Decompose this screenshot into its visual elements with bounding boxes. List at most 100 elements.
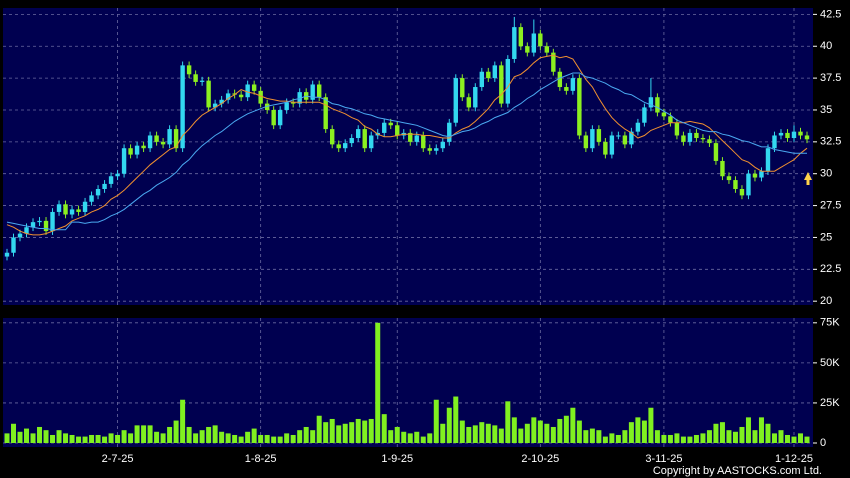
- volume-bar: [635, 417, 641, 443]
- candle-body: [759, 171, 764, 178]
- candle-body: [323, 97, 328, 130]
- candle-body: [330, 129, 335, 145]
- volume-bar: [544, 423, 550, 443]
- candle-body: [648, 97, 654, 108]
- volume-bar: [11, 423, 17, 443]
- volume-bar: [537, 420, 543, 443]
- candle-body: [4, 252, 10, 257]
- candle-body: [746, 173, 751, 196]
- volume-bar: [245, 431, 251, 443]
- volume-bar: [427, 433, 433, 443]
- y-tick-label: 20: [820, 295, 832, 307]
- volume-bar: [362, 420, 368, 443]
- candle-body: [271, 109, 276, 126]
- volume-bar: [758, 417, 764, 443]
- volume-bar: [505, 401, 511, 443]
- volume-bar: [76, 436, 82, 443]
- candle-body: [596, 129, 602, 142]
- candle-body: [141, 145, 146, 149]
- candle-body: [713, 143, 719, 161]
- volume-bar: [596, 430, 602, 443]
- volume-bar: [414, 431, 420, 443]
- volume-bar: [381, 414, 387, 443]
- volume-bar: [394, 426, 400, 443]
- candle-body: [661, 112, 667, 117]
- candle-body: [557, 71, 563, 88]
- candle-body: [427, 148, 432, 151]
- candle-body: [785, 132, 790, 139]
- volume-bar: [765, 423, 771, 443]
- volume-bar: [557, 418, 563, 443]
- volume-bar: [674, 433, 680, 443]
- candle-body: [765, 148, 771, 172]
- candle-body: [180, 65, 185, 149]
- volume-bar: [82, 436, 88, 443]
- candle-body: [173, 129, 179, 149]
- volume-bar: [511, 417, 517, 443]
- volume-bar: [518, 428, 524, 443]
- volume-bar: [388, 430, 394, 443]
- candle-body: [316, 84, 322, 98]
- candle-body: [466, 97, 471, 108]
- candle-body: [642, 107, 647, 123]
- candle-body: [297, 92, 302, 104]
- volume-bar: [687, 436, 693, 443]
- y-tick-label: 27.5: [820, 199, 841, 211]
- y-tick-label: 75K: [820, 317, 840, 329]
- volume-bar: [115, 434, 121, 443]
- volume-bar: [667, 434, 673, 443]
- candle-body: [544, 46, 550, 53]
- volume-bar: [264, 434, 270, 443]
- candle-body: [694, 132, 699, 139]
- volume-bar: [563, 415, 569, 443]
- candle-body: [700, 138, 706, 140]
- candle-body: [447, 122, 452, 142]
- volume-bar: [752, 430, 758, 443]
- volume-bar: [726, 430, 732, 443]
- candle-body: [453, 78, 458, 123]
- candle-body: [577, 78, 582, 136]
- candle-body: [167, 129, 172, 145]
- volume-bar: [570, 407, 576, 443]
- volume-bar: [693, 434, 699, 443]
- candle-body: [56, 204, 62, 212]
- candle-body: [479, 71, 484, 88]
- candle-body: [551, 52, 556, 72]
- candle-body: [492, 65, 498, 79]
- volume-bar: [771, 433, 777, 443]
- x-tick-label: 2-7-25: [102, 453, 134, 465]
- volume-bar: [797, 433, 803, 443]
- y-tick-label: 35: [820, 104, 832, 116]
- candle-body: [395, 125, 400, 136]
- volume-bar: [154, 431, 160, 443]
- x-tick-label: 1-8-25: [245, 453, 277, 465]
- volume-bar: [238, 436, 244, 443]
- volume-bar: [420, 436, 426, 443]
- candle-body: [238, 94, 244, 98]
- candle-body: [460, 78, 465, 98]
- volume-bar: [609, 433, 615, 443]
- y-tick-label: 25: [820, 231, 832, 243]
- candle-body: [128, 148, 133, 155]
- volume-panel: [3, 318, 813, 447]
- moving-average-line: [6, 54, 808, 236]
- candle-body: [115, 173, 120, 177]
- volume-bar: [622, 430, 628, 443]
- candle-body: [310, 84, 315, 100]
- candle-body: [720, 160, 725, 177]
- volume-bar: [433, 399, 439, 443]
- candle-body: [603, 141, 608, 155]
- y-tick-label: 40: [820, 40, 832, 52]
- candle-body: [382, 122, 387, 133]
- volume-bar: [102, 436, 108, 443]
- candle-body: [590, 129, 595, 149]
- candle-body: [674, 122, 680, 136]
- candle-body: [434, 148, 439, 151]
- candle-body: [43, 220, 49, 232]
- volume-bar: [284, 433, 290, 443]
- volume-bar: [37, 426, 43, 443]
- candle-body: [95, 189, 101, 196]
- volume-bar: [713, 423, 719, 443]
- candle-body: [225, 93, 231, 100]
